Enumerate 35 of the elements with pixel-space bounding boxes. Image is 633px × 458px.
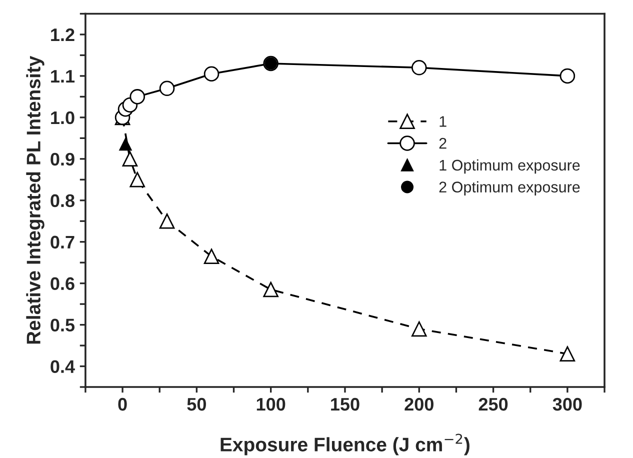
y-tick-label: 0.6 bbox=[50, 277, 74, 290]
y-tick-label: 0.7 bbox=[50, 236, 74, 249]
y-tick-label: 1.1 bbox=[51, 70, 75, 82]
y-tick-label: 1.2 bbox=[51, 28, 74, 42]
point bbox=[159, 213, 175, 229]
x-tick-label: 300 bbox=[552, 398, 582, 411]
x-tick-label: 0 bbox=[118, 398, 127, 411]
legend-label: 2 bbox=[439, 138, 446, 149]
point bbox=[204, 66, 220, 82]
point bbox=[560, 68, 576, 84]
point bbox=[130, 172, 145, 188]
y-tick-label: 0.8 bbox=[50, 194, 74, 208]
x-axis-title: Exposure Fluence (J cm$^{−2}$) bbox=[220, 434, 470, 456]
point bbox=[159, 80, 175, 96]
point bbox=[130, 89, 145, 104]
y-tick-label: 0.4 bbox=[50, 360, 75, 373]
point bbox=[204, 248, 220, 264]
y-tick-label: 0.9 bbox=[50, 152, 74, 166]
legend-label: 1 bbox=[440, 116, 446, 127]
y-tick-label: 1.0 bbox=[51, 111, 74, 124]
y-tick-label: 0.5 bbox=[50, 318, 75, 332]
point bbox=[122, 151, 138, 167]
legend-label: 2 Optimum exposure bbox=[439, 181, 580, 196]
point bbox=[411, 321, 427, 337]
point bbox=[411, 60, 427, 76]
point bbox=[560, 346, 576, 362]
y-axis-title: Relative Integrated PL Intensity bbox=[26, 56, 44, 344]
x-tick-label: 250 bbox=[478, 398, 508, 411]
point bbox=[119, 138, 132, 151]
x-tick-label: 100 bbox=[256, 398, 286, 411]
legend-label: 1 Optimum exposure bbox=[440, 159, 580, 174]
x-tick-label: 200 bbox=[404, 398, 434, 411]
x-tick-label: 50 bbox=[187, 398, 206, 411]
x-tick-label: 150 bbox=[331, 398, 360, 411]
point bbox=[263, 282, 278, 298]
